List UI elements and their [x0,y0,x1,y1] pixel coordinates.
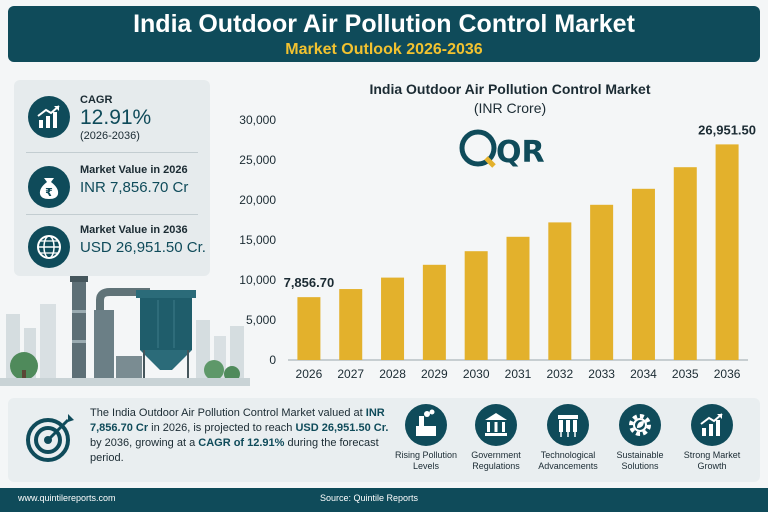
bar-2036 [715,144,739,360]
chart-title: India Outdoor Air Pollution Control Mark… [369,81,651,97]
page-subtitle: Market Outlook 2026-2036 [285,41,483,58]
target-icon [26,414,74,462]
driver-sustainable-solutions: Sustainable Solutions [604,404,676,472]
government-building-icon [475,404,517,446]
growth-chart-icon [28,96,70,138]
x-tick-label: 2028 [379,367,406,381]
svg-text:₹: ₹ [45,186,53,199]
stat-value-2036: Market Value in 2036 USD 26,951.50 Cr. [14,216,210,278]
driver-government-regulations: Government Regulations [460,404,532,472]
stat-label: Market Value in 2036 [80,224,188,236]
page-title: India Outdoor Air Pollution Control Mark… [133,10,635,38]
y-tick-label: 0 [269,353,276,367]
bar-2031 [506,236,530,360]
x-tick-label: 2036 [714,367,741,381]
y-tick-label: 30,000 [239,113,276,127]
factory-smoke-icon [405,404,447,446]
filter-tech-icon [547,404,589,446]
bar-2028 [381,277,405,360]
footer-source: Source: Quintile Reports [320,493,419,503]
bar-2033 [590,204,614,360]
x-tick-label: 2033 [588,367,615,381]
x-tick-label: 2031 [505,367,532,381]
industrial-plant-illustration [0,276,250,386]
summary-text: The India Outdoor Air Pollution Control … [90,407,389,464]
driver-strong-market-growth: Strong Market Growth [676,404,748,472]
gear-leaf-icon [619,404,661,446]
bar-chart: India Outdoor Air Pollution Control Mark… [220,72,762,390]
data-label-2026: 7,856.70 [284,275,335,290]
stat-label: CAGR [80,94,113,106]
x-tick-label: 2034 [630,367,657,381]
bar-2027 [339,289,363,360]
globe-icon [28,226,70,268]
stat-value: INR 7,856.70 Cr [80,179,189,196]
stat-note: (2026-2036) [80,130,140,142]
bar-2034 [631,188,655,360]
x-tick-label: 2035 [672,367,699,381]
growth-chart-icon [691,404,733,446]
divider [26,152,198,153]
y-tick-label: 10,000 [239,273,276,287]
x-tick-label: 2032 [546,367,573,381]
x-tick-label: 2030 [463,367,490,381]
stat-cagr: CAGR 12.91% (2026-2036) [14,86,210,148]
y-tick-label: 15,000 [239,233,276,247]
bar-2029 [422,264,446,360]
x-tick-label: 2026 [296,367,323,381]
data-label-2036: 26,951.50 [698,122,756,137]
header-banner: India Outdoor Air Pollution Control Mark… [8,6,760,62]
bar-2026 [297,297,321,360]
qr-logo-text: QR [496,135,545,170]
stat-label: Market Value in 2026 [80,164,188,176]
bar-2035 [673,167,697,360]
x-tick-label: 2029 [421,367,448,381]
rupee-bag-icon: ₹ [28,166,70,208]
y-tick-label: 5,000 [246,313,276,327]
qr-logo: QR [459,129,545,170]
stat-value-2026: ₹ Market Value in 2026 INR 7,856.70 Cr [14,156,210,218]
y-tick-label: 20,000 [239,193,276,207]
chart-plot-area: QR 0 5,000 10,000 15,000 20,000 25,000 30,000 2… [239,113,756,381]
x-tick-label: 2027 [337,367,364,381]
divider [26,214,198,215]
summary-panel: The India Outdoor Air Pollution Control … [8,398,760,482]
stat-value: USD 26,951.50 Cr. [80,239,206,256]
stat-value: 12.91% [80,106,152,129]
y-tick-label: 25,000 [239,153,276,167]
footer-bar: www.quintilereports.com Source: Quintile… [0,488,768,512]
chart-unit: (INR Crore) [473,100,547,116]
driver-rising-pollution: Rising Pollution Levels [390,404,462,472]
bar-2030 [464,251,488,360]
key-stats-panel: CAGR 12.91% (2026-2036) ₹ Market Value i… [14,80,210,276]
bar-2032 [548,222,572,360]
driver-technological-advancements: Technological Advancements [532,404,604,472]
footer-website[interactable]: www.quintilereports.com [18,493,116,503]
